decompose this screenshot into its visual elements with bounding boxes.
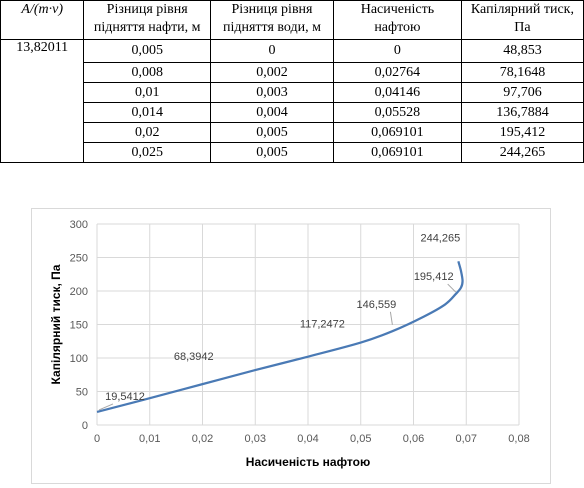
table-cell: 0,025 <box>83 142 212 163</box>
y-tick-label: 50 <box>76 387 88 399</box>
y-tick-label: 0 <box>82 420 88 432</box>
y-tick-label: 200 <box>70 286 88 298</box>
header-a-mv: A/(m·v) <box>0 0 85 40</box>
table-cell: 0,005 <box>83 39 212 63</box>
table-cell: 0,01 <box>83 82 212 103</box>
table-cell: 0,069101 <box>332 122 462 143</box>
table-cell: 244,265 <box>460 142 584 163</box>
table-cell: 0,05528 <box>332 102 462 123</box>
series-line <box>96 261 464 413</box>
data-label-leader <box>389 311 393 325</box>
data-label: 117,2472 <box>300 318 345 330</box>
data-table: A/(m·v) Різниця рівня підняття нафти, м … <box>0 0 584 163</box>
data-label-leader <box>447 283 457 293</box>
table-header-row: A/(m·v) Різниця рівня підняття нафти, м … <box>0 0 584 40</box>
y-tick-label: 150 <box>70 320 88 332</box>
data-label: 146,559 <box>357 299 397 311</box>
table-cell: 0,069101 <box>332 142 462 163</box>
data-label: 19,5412 <box>105 391 145 403</box>
table-cell: 195,412 <box>460 122 584 143</box>
table-cell: 0,005 <box>210 122 334 143</box>
x-tick-label: 0,07 <box>456 433 477 445</box>
y-tick-label: 300 <box>70 219 88 231</box>
table-row: 0,008 0,002 0,02764 78,1648 <box>1 62 584 83</box>
table-cell: 0,002 <box>210 62 334 83</box>
table-row: 0,01 0,003 0,04146 97,706 <box>1 82 584 103</box>
table-cell: 0,003 <box>210 82 334 103</box>
data-label: 68,3942 <box>174 351 214 363</box>
table-cell: 0,02764 <box>332 62 462 83</box>
table-row: 0,025 0,005 0,069101 244,265 <box>1 142 584 163</box>
a-value-cell: 13,82011 <box>0 39 85 163</box>
x-tick-label: 0,05 <box>350 433 371 445</box>
table-cell: 0,008 <box>83 62 212 83</box>
chart-container: 0 0,01 0,02 0,03 0,04 0,05 0,06 0,07 0,08 0 50 100 1… <box>31 208 551 484</box>
table-cell: 0,005 <box>210 142 334 163</box>
x-axis-title: Насиченість нафтою <box>246 455 370 469</box>
table-row: 0,02 0,005 0,069101 195,412 <box>1 122 584 143</box>
y-tick-label: 250 <box>70 253 88 265</box>
header-water-rise: Різниця рівня підняття води, м <box>210 0 334 40</box>
data-label: 244,265 <box>420 232 460 244</box>
table-row: 0,014 0,004 0,05528 136,7884 <box>1 102 584 123</box>
header-capillary-pressure: Капілярний тиск, Па <box>460 0 584 40</box>
table-cell: 97,706 <box>460 82 584 103</box>
y-axis-title: Капілярний тиск, Па <box>49 264 63 384</box>
x-tick-label: 0,06 <box>403 433 424 445</box>
x-tick-label: 0,04 <box>297 433 318 445</box>
data-label-leader <box>98 403 114 411</box>
header-oil-saturation: Насиченість нафтою <box>332 0 462 40</box>
table-cell: 0,004 <box>210 102 334 123</box>
x-tick-label: 0,03 <box>245 433 266 445</box>
x-tick-label: 0 <box>94 433 100 445</box>
header-oil-rise: Різниця рівня підняття нафти, м <box>83 0 212 40</box>
table-cell: 0,04146 <box>332 82 462 103</box>
y-tick-label: 100 <box>70 353 88 365</box>
table-row: 13,82011 0,005 0 0 48,853 <box>0 39 584 163</box>
table-cell: 0,014 <box>83 102 212 123</box>
table-cell: 48,853 <box>460 39 584 63</box>
table-cell: 0,02 <box>83 122 212 143</box>
x-tick-label: 0,01 <box>139 433 160 445</box>
x-tick-label: 0,02 <box>192 433 213 445</box>
x-tick-label: 0,08 <box>508 433 529 445</box>
table-cell: 0 <box>210 39 334 63</box>
table-cell: 78,1648 <box>460 62 584 83</box>
table-cell: 136,7884 <box>460 102 584 123</box>
data-label: 195,412 <box>414 271 454 283</box>
table-cell: 0 <box>332 39 462 63</box>
capillary-pressure-chart: 0 0,01 0,02 0,03 0,04 0,05 0,06 0,07 0,08 0 50 100 1… <box>49 219 530 469</box>
